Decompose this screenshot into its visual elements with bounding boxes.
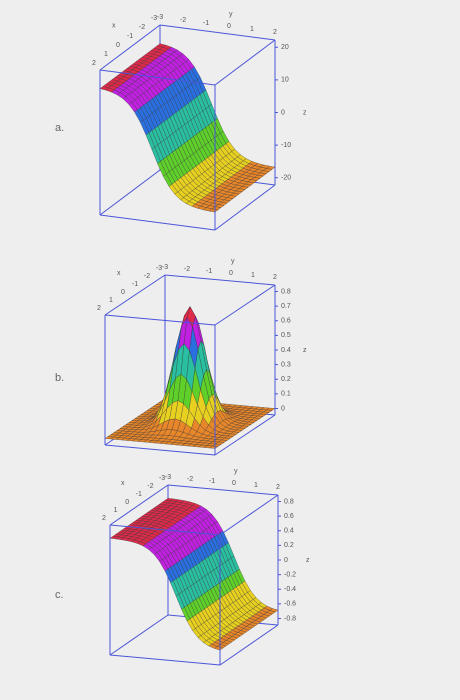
x-axis-title: x (121, 480, 125, 487)
box-edge (214, 39, 276, 86)
plot (104, 274, 278, 456)
box-edge (99, 214, 216, 231)
panel-label: c. (55, 589, 64, 601)
plot (109, 484, 281, 666)
x-tick-label: -2 (144, 273, 150, 280)
x-tick-label: -1 (132, 281, 138, 288)
y-axis-title: y (231, 258, 235, 265)
x-axis-title: x (112, 22, 116, 29)
surface-cell (209, 445, 219, 449)
z-tick-label: 0.8 (284, 498, 294, 505)
box-edge (167, 484, 279, 496)
y-tick-label: -3 (157, 14, 163, 21)
z-tick-label: 10 (281, 77, 289, 84)
x-tick-label: 2 (92, 60, 96, 67)
z-tick-label: -0.4 (284, 586, 296, 593)
y-tick-label: 1 (254, 482, 258, 489)
z-axis-title: z (303, 347, 307, 354)
panel-label: a. (55, 122, 64, 134)
plot (99, 24, 278, 231)
x-tick-label: 2 (97, 305, 101, 312)
y-tick-label: -1 (206, 268, 212, 275)
x-tick-label: 2 (102, 515, 106, 522)
box-edge (109, 654, 221, 666)
z-axis-title: z (303, 109, 307, 116)
y-tick-label: 0 (229, 270, 233, 277)
z-tick-label: -20 (281, 175, 291, 182)
x-tick-label: 1 (114, 507, 118, 514)
box-edge (214, 414, 276, 456)
y-tick-label: -3 (162, 264, 168, 271)
y-tick-label: -2 (180, 17, 186, 24)
y-tick-label: 0 (232, 480, 236, 487)
y-tick-label: 0 (227, 23, 231, 30)
y-tick-label: 2 (276, 484, 280, 491)
z-tick-label: 0 (281, 109, 285, 116)
x-tick-label: 1 (104, 51, 108, 58)
box-edge (109, 484, 169, 526)
box-edge (219, 624, 279, 666)
x-tick-label: 0 (116, 42, 120, 49)
z-tick-label: 0.8 (281, 288, 291, 295)
x-tick-label: -3 (151, 15, 157, 22)
y-tick-label: -3 (165, 474, 171, 481)
z-tick-label: 0.6 (281, 318, 291, 325)
z-tick-label: 0.5 (281, 332, 291, 339)
box-edge (104, 314, 216, 326)
y-tick-label: 1 (250, 26, 254, 33)
box-edge (159, 24, 276, 41)
box-edge (214, 184, 276, 231)
x-tick-label: -3 (159, 475, 165, 482)
box-edge (104, 444, 216, 456)
z-tick-label: -10 (281, 142, 291, 149)
x-tick-label: 0 (125, 499, 129, 506)
x-tick-label: -2 (147, 483, 153, 490)
z-tick-label: 0.3 (281, 361, 291, 368)
y-axis-title: y (234, 468, 238, 475)
panel-label: b. (55, 372, 64, 384)
z-tick-label: 0.2 (284, 542, 294, 549)
box-edge (104, 274, 166, 316)
z-tick-label: 0 (284, 557, 288, 564)
y-tick-label: -1 (209, 478, 215, 485)
y-tick-label: 1 (251, 272, 255, 279)
box-edge (164, 274, 276, 286)
y-tick-label: -2 (187, 476, 193, 483)
y-axis-title: y (229, 11, 233, 18)
y-tick-label: -1 (203, 20, 209, 27)
z-tick-label: 20 (281, 44, 289, 51)
box-edge (99, 169, 161, 216)
x-tick-label: 1 (109, 297, 113, 304)
x-tick-label: -1 (127, 33, 133, 40)
box-edge (214, 284, 276, 326)
box-edge (109, 614, 169, 656)
z-tick-label: -0.8 (284, 615, 296, 622)
z-tick-label: 0.4 (284, 528, 294, 535)
y-tick-label: 2 (273, 29, 277, 36)
x-tick-label: 0 (121, 289, 125, 296)
surface-cell (208, 208, 219, 213)
box-edge (109, 524, 221, 536)
z-tick-label: 0.2 (281, 376, 291, 383)
z-tick-label: 0.6 (284, 513, 294, 520)
x-tick-label: -3 (156, 265, 162, 272)
surface-cell (214, 646, 224, 651)
z-tick-label: 0.7 (281, 303, 291, 310)
box-edge (99, 69, 216, 86)
y-tick-label: -2 (184, 266, 190, 273)
z-tick-label: 0 (281, 405, 285, 412)
box-edge (219, 494, 279, 536)
z-tick-label: -0.6 (284, 601, 296, 608)
z-tick-label: -0.2 (284, 571, 296, 578)
x-tick-label: -2 (139, 24, 145, 31)
z-tick-label: 0.4 (281, 347, 291, 354)
x-axis-title: x (117, 270, 121, 277)
z-tick-label: 0.1 (281, 391, 291, 398)
x-tick-label: -1 (136, 491, 142, 498)
box-edge (99, 24, 161, 71)
y-tick-label: 2 (273, 274, 277, 281)
z-axis-title: z (306, 557, 310, 564)
